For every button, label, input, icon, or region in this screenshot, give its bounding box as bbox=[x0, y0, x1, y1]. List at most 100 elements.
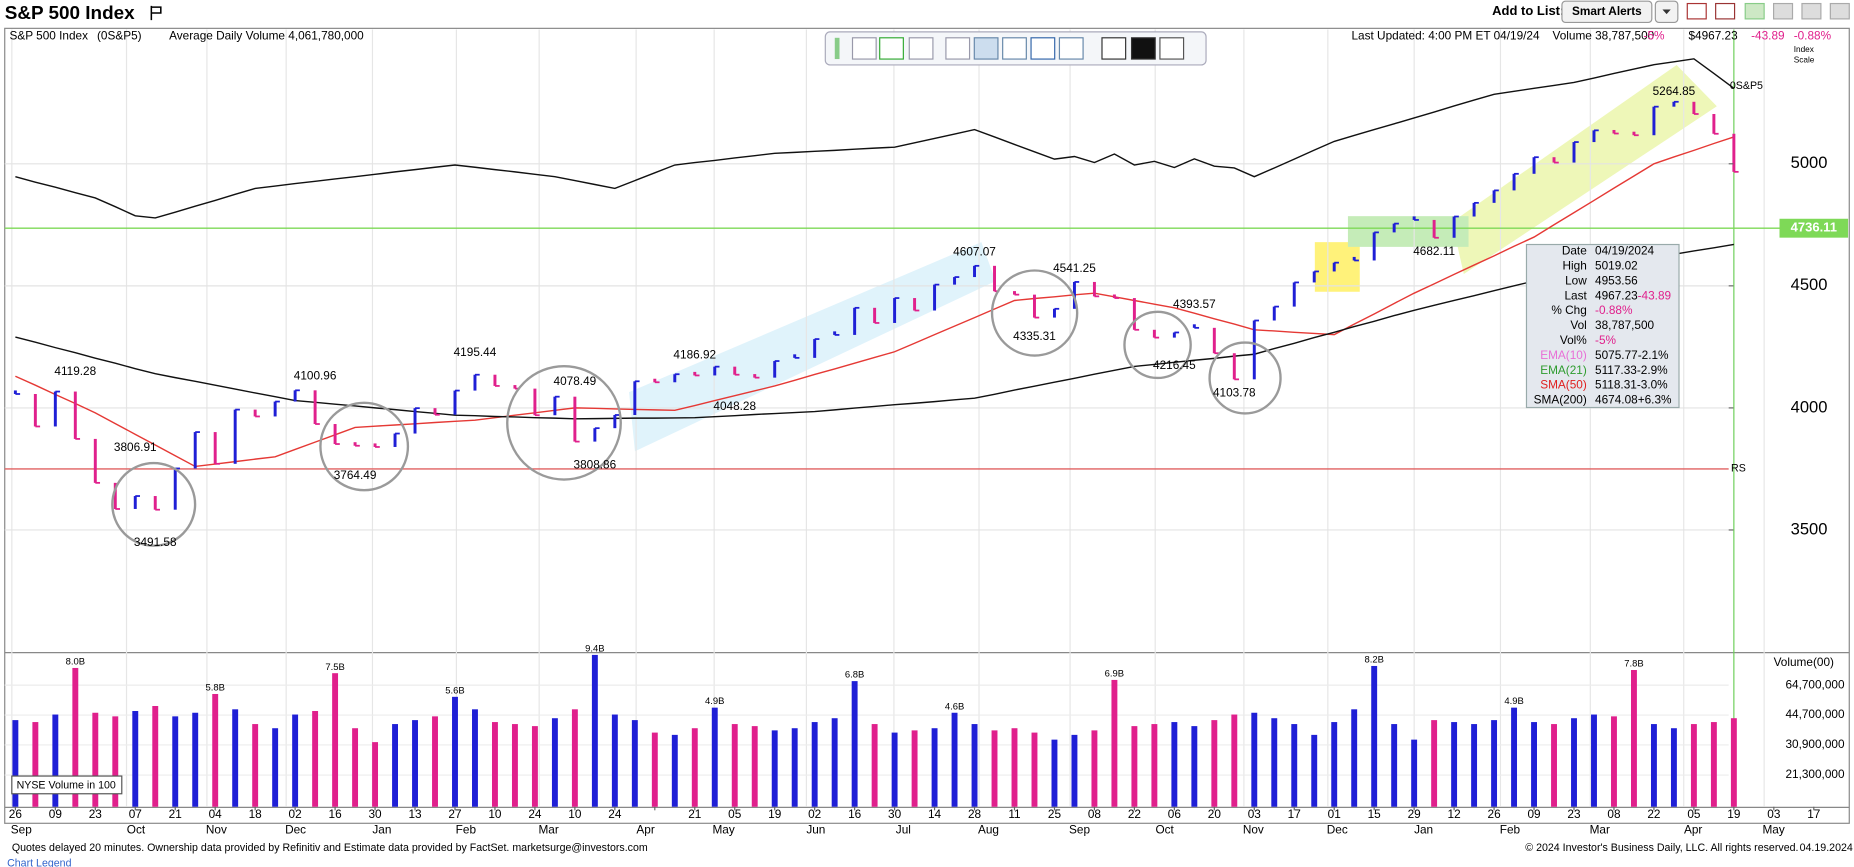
month-label: Mar bbox=[1590, 823, 1610, 837]
volume-bar bbox=[1551, 724, 1557, 807]
x-tick-label: 07 bbox=[129, 807, 142, 821]
circle-annotation bbox=[506, 364, 622, 481]
info-box bbox=[1525, 243, 1680, 409]
flag-icon[interactable] bbox=[150, 5, 162, 21]
x-tick-label: 27 bbox=[448, 807, 461, 821]
volume-bar bbox=[1011, 728, 1018, 807]
volume-bar bbox=[1690, 724, 1697, 807]
volume-bar bbox=[751, 726, 758, 807]
x-tick-label: 03 bbox=[1248, 807, 1262, 821]
index-symbol: (0S&P5) bbox=[97, 29, 142, 43]
x-tick-label: 29 bbox=[1408, 807, 1421, 821]
header-icons bbox=[1686, 2, 1850, 20]
volume-bar bbox=[412, 720, 418, 807]
info-value: 4967.23 bbox=[1595, 288, 1638, 302]
tool-button[interactable] bbox=[908, 37, 934, 60]
x-tick-label: 24 bbox=[608, 807, 622, 821]
volume-bar bbox=[92, 712, 99, 807]
volume-bar bbox=[272, 728, 279, 807]
info-label: SMA(50) bbox=[1540, 378, 1587, 392]
volume-bar bbox=[352, 728, 359, 807]
info-label: Vol bbox=[1570, 318, 1586, 332]
x-tick-label: 23 bbox=[89, 807, 103, 821]
pivot-high-label: 4541.25 bbox=[1053, 261, 1096, 275]
rs-line bbox=[15, 58, 1735, 219]
footer-date: 04.19.2024 bbox=[1800, 842, 1853, 854]
info-value: 4674.08+6.3% bbox=[1595, 393, 1672, 407]
x-tick-label: 05 bbox=[728, 807, 742, 821]
volume-bar bbox=[112, 716, 119, 807]
pivot-high-label: 4119.28 bbox=[54, 364, 96, 378]
x-tick-label: 23 bbox=[1567, 807, 1581, 821]
volume-bar bbox=[791, 728, 798, 807]
tool-button[interactable] bbox=[945, 37, 971, 60]
info-value: 4953.56 bbox=[1595, 273, 1638, 287]
volume-bar bbox=[1650, 724, 1657, 807]
smart-alerts-label[interactable]: Smart Alerts bbox=[1572, 4, 1642, 18]
info-value: 5075.77-2.1% bbox=[1595, 348, 1669, 362]
info-label: SMA(200) bbox=[1534, 393, 1587, 407]
x-tick-label: 06 bbox=[1168, 807, 1182, 821]
icon[interactable] bbox=[1686, 2, 1707, 20]
info-value: 5117.33-2.9% bbox=[1595, 363, 1668, 377]
tool-button[interactable] bbox=[1030, 37, 1056, 60]
volume-bar bbox=[511, 724, 518, 807]
volume-bar bbox=[931, 728, 938, 807]
x-tick-label: 20 bbox=[1208, 807, 1222, 821]
tool-button[interactable] bbox=[1058, 37, 1084, 60]
price-change-percent: -0.88% bbox=[1794, 29, 1832, 43]
tool-button[interactable] bbox=[1002, 37, 1027, 60]
volume-bar bbox=[1091, 730, 1098, 807]
volume-bar bbox=[1071, 734, 1078, 807]
x-tick-label: 17 bbox=[1807, 807, 1820, 821]
x-tick-label: 09 bbox=[49, 807, 62, 821]
tool-button[interactable] bbox=[1130, 37, 1156, 60]
volume-bar bbox=[332, 673, 339, 807]
volume-legend-box bbox=[11, 775, 123, 795]
highlight-box bbox=[1314, 242, 1360, 292]
volume-bar bbox=[871, 724, 878, 807]
icon[interactable] bbox=[1744, 2, 1765, 20]
volume-bar bbox=[1391, 724, 1398, 807]
icon[interactable] bbox=[1715, 2, 1736, 20]
month-label: Aug bbox=[978, 823, 999, 837]
tool-button[interactable] bbox=[973, 37, 999, 60]
x-tick-label: 19 bbox=[768, 807, 781, 821]
tool-button[interactable] bbox=[1159, 37, 1185, 60]
volume-label: 4.9B bbox=[705, 696, 724, 707]
x-tick-label: 08 bbox=[1088, 807, 1102, 821]
price: $4967.23 bbox=[1688, 29, 1738, 43]
x-tick-label: 22 bbox=[1647, 807, 1660, 821]
volume-bar bbox=[1051, 739, 1058, 807]
volume-bar bbox=[72, 667, 79, 807]
volume-bar bbox=[911, 730, 918, 807]
icon[interactable] bbox=[1829, 2, 1850, 20]
volume-bar bbox=[1730, 718, 1737, 807]
volume-bar bbox=[172, 716, 179, 807]
volume-bar bbox=[1331, 722, 1338, 807]
tool-button[interactable] bbox=[1101, 37, 1127, 60]
rs-line-label: 0S&P5 bbox=[1730, 80, 1763, 92]
volume-label: 5.8B bbox=[205, 683, 224, 694]
month-label: Dec bbox=[1327, 823, 1348, 837]
volume-bar bbox=[671, 734, 678, 807]
info-value: -0.88% bbox=[1595, 303, 1633, 317]
volume-bar bbox=[1710, 722, 1717, 807]
volume-bar bbox=[1471, 724, 1478, 807]
info-value: 04/19/2024 bbox=[1595, 244, 1655, 258]
tool-button[interactable] bbox=[851, 37, 877, 60]
icon[interactable] bbox=[1773, 2, 1794, 20]
chart-frame bbox=[4, 27, 1850, 824]
month-label: May bbox=[1762, 823, 1784, 837]
icon[interactable] bbox=[1801, 2, 1822, 20]
chart-legend-link[interactable]: Chart Legend bbox=[7, 857, 72, 867]
volume-bar bbox=[312, 711, 319, 807]
info-label: High bbox=[1563, 259, 1587, 273]
tool-button[interactable] bbox=[879, 37, 904, 60]
month-label: Apr bbox=[1684, 823, 1702, 837]
volume-bar bbox=[891, 732, 898, 807]
smart-alerts-button[interactable] bbox=[1561, 0, 1653, 24]
volume-bar bbox=[1670, 728, 1677, 807]
